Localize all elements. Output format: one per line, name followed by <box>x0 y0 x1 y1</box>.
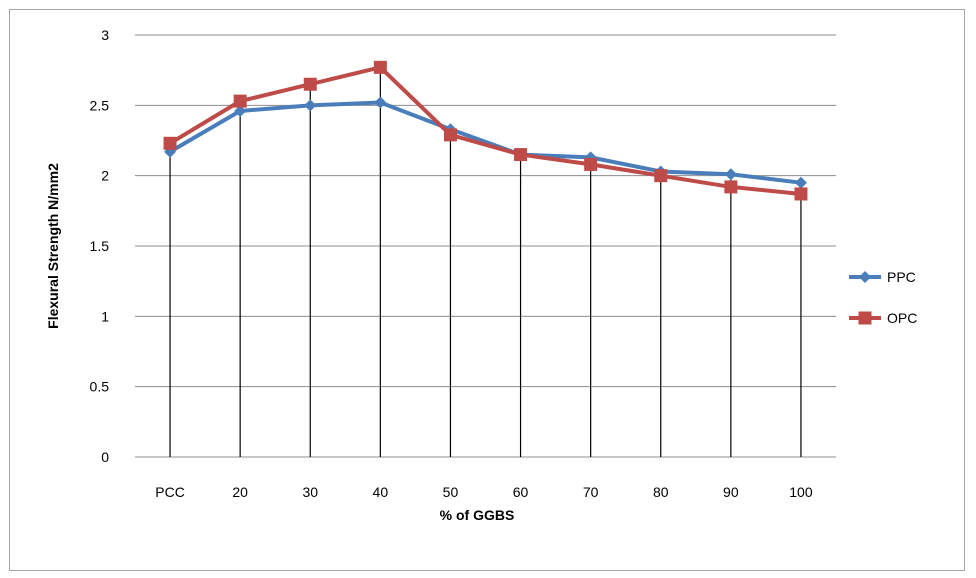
data-point <box>304 99 317 112</box>
series-layer <box>163 60 808 201</box>
gridlines <box>135 34 836 458</box>
y-tick-label: 0.5 <box>90 379 110 395</box>
data-point <box>724 168 737 181</box>
drop-lines <box>169 67 802 457</box>
x-tick-labels: PCC 20 30 40 50 60 70 80 90 100 <box>155 484 813 500</box>
series-opc <box>163 60 808 201</box>
x-tick-label: 40 <box>373 484 389 500</box>
x-tick-label: 90 <box>723 484 739 500</box>
data-point <box>443 128 457 142</box>
y-tick-label: 2 <box>101 168 109 184</box>
data-point <box>303 77 317 91</box>
x-tick-label: 60 <box>513 484 529 500</box>
y-tick-label: 1 <box>101 308 109 324</box>
legend-item: OPC <box>849 310 917 326</box>
legend-label: PPC <box>887 269 916 285</box>
data-point <box>233 94 247 108</box>
data-point <box>163 136 177 150</box>
y-tick-label: 3 <box>101 27 109 43</box>
y-axis-title: Flexural Strength N/mm2 <box>45 163 61 329</box>
data-point <box>724 180 738 194</box>
x-tick-label: 70 <box>583 484 599 500</box>
x-tick-label: 30 <box>302 484 318 500</box>
legend-marker <box>858 311 872 325</box>
chart-frame <box>9 9 965 571</box>
y-tick-label: 0 <box>101 449 109 465</box>
x-axis-title: % of GGBS <box>440 507 515 523</box>
data-point <box>794 176 807 189</box>
data-point <box>373 60 387 74</box>
x-tick-label: 20 <box>232 484 248 500</box>
data-point <box>514 148 528 162</box>
data-point <box>654 169 668 183</box>
data-point <box>374 96 387 109</box>
legend-item: PPC <box>849 269 916 285</box>
y-tick-label: 2.5 <box>90 97 110 113</box>
x-tick-label: PCC <box>155 484 185 500</box>
series-line <box>169 100 802 185</box>
x-tick-label: 80 <box>653 484 669 500</box>
series-line <box>169 65 802 196</box>
legend: PPC OPC <box>849 269 917 326</box>
y-tick-labels: 0 0.5 1 1.5 2 2.5 3 <box>90 27 110 465</box>
x-tick-label: 100 <box>789 484 813 500</box>
data-point <box>234 104 247 117</box>
data-point <box>794 187 808 201</box>
x-tick-label: 50 <box>443 484 459 500</box>
data-point <box>584 157 598 171</box>
legend-marker <box>859 271 871 283</box>
y-tick-label: 1.5 <box>90 238 110 254</box>
series-ppc <box>164 96 807 189</box>
legend-label: OPC <box>887 310 917 326</box>
